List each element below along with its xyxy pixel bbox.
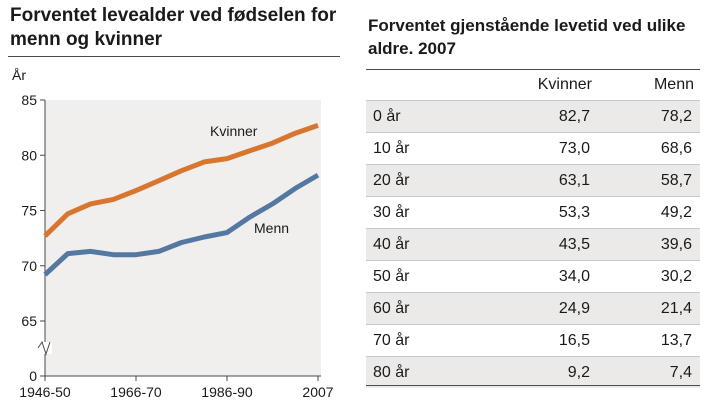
x-tick-label: 1966-70 bbox=[110, 384, 162, 400]
x-tick-label: 1946-50 bbox=[19, 384, 71, 400]
table-row: 10 år 73,0 68,6 bbox=[366, 132, 700, 165]
kvinner-cell: 24,9 bbox=[558, 299, 590, 317]
chart-title: Forventet levealder ved fødselen for men… bbox=[10, 5, 337, 50]
table-header-row: Kvinner Menn bbox=[366, 70, 700, 101]
life-expectancy-line-chart: År 0 65 70 75 80 85 1946-50 1966-70 1986-90 2007… bbox=[12, 67, 334, 400]
kvinner-cell: 16,5 bbox=[558, 331, 590, 349]
kvinner-cell: 53,3 bbox=[558, 203, 590, 221]
axis-break-icon bbox=[37, 340, 52, 356]
series-label-kvinner: Kvinner bbox=[210, 123, 258, 139]
table-row: 0 år 82,7 78,2 bbox=[366, 100, 700, 133]
kvinner-cell: 43,5 bbox=[558, 235, 590, 253]
age-cell: 10 år bbox=[373, 139, 410, 157]
menn-cell: 68,6 bbox=[660, 139, 692, 157]
menn-cell: 49,2 bbox=[660, 203, 692, 221]
y-tick-label: 70 bbox=[21, 258, 37, 274]
table-row: 70 år 16,5 13,7 bbox=[366, 324, 700, 357]
series-line-menn bbox=[43, 172, 320, 277]
menn-cell: 21,4 bbox=[660, 299, 692, 317]
x-tick-label: 2007 bbox=[302, 384, 333, 400]
y-tick-label: 65 bbox=[21, 313, 37, 329]
series-label-menn: Menn bbox=[254, 220, 289, 236]
age-cell: 20 år bbox=[373, 171, 410, 189]
age-cell: 50 år bbox=[373, 267, 410, 285]
x-tick-label: 1986-90 bbox=[201, 384, 253, 400]
table-row: 80 år 9,2 7,4 bbox=[366, 356, 700, 388]
remaining-life-expectancy-table: Kvinner Menn 0 år 82,7 78,2 10 år 73,0 6… bbox=[366, 70, 700, 388]
table-title-rule bbox=[366, 69, 700, 70]
chart-title-rule bbox=[8, 56, 340, 57]
age-cell: 70 år bbox=[373, 331, 410, 349]
plot-area bbox=[45, 100, 321, 376]
series-line-kvinner bbox=[43, 123, 319, 238]
menn-cell: 13,7 bbox=[660, 331, 692, 349]
table-row: 30 år 53,3 49,2 bbox=[366, 196, 700, 229]
menn-cell: 30,2 bbox=[660, 267, 692, 285]
table-row: 60 år 24,9 21,4 bbox=[366, 292, 700, 325]
table-row: 50 år 34,0 30,2 bbox=[366, 260, 700, 293]
age-cell: 30 år bbox=[373, 203, 410, 221]
menn-cell: 58,7 bbox=[660, 171, 692, 189]
header-menn: Menn bbox=[653, 76, 694, 93]
kvinner-cell: 9,2 bbox=[567, 363, 590, 381]
menn-cell: 39,6 bbox=[660, 235, 692, 253]
age-cell: 60 år bbox=[373, 299, 410, 317]
y-tick-label: 75 bbox=[21, 203, 37, 219]
y-axis-label: År bbox=[12, 67, 26, 83]
age-cell: 0 år bbox=[373, 107, 401, 125]
y-tick-label: 0 bbox=[29, 368, 37, 384]
kvinner-cell: 63,1 bbox=[558, 171, 590, 189]
table-row: 20 år 63,1 58,7 bbox=[366, 164, 700, 197]
table-row: 40 år 43,5 39,6 bbox=[366, 228, 700, 261]
age-cell: 80 år bbox=[373, 363, 410, 381]
kvinner-cell: 73,0 bbox=[558, 139, 590, 157]
header-age bbox=[366, 70, 488, 101]
y-tick-label: 85 bbox=[21, 92, 37, 108]
table-bottom-rule bbox=[366, 385, 700, 386]
header-kvinner: Kvinner bbox=[537, 76, 592, 93]
kvinner-cell: 82,7 bbox=[558, 107, 590, 125]
kvinner-cell: 34,0 bbox=[558, 267, 590, 285]
menn-cell: 7,4 bbox=[669, 363, 692, 381]
table-title: Forventet gjenstående levetid ved ulike … bbox=[368, 16, 686, 58]
menn-cell: 78,2 bbox=[660, 107, 692, 125]
age-cell: 40 år bbox=[373, 235, 410, 253]
y-tick-label: 80 bbox=[21, 147, 37, 163]
